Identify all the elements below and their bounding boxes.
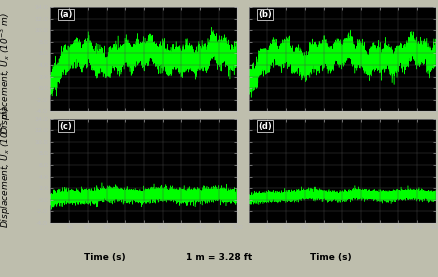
Text: (c): (c) [60,122,72,131]
Text: 1 m = 3.28 ft: 1 m = 3.28 ft [186,253,252,262]
Text: Time (s): Time (s) [84,253,126,262]
Text: (b): (b) [258,10,272,19]
Text: Displacement, $U_x$ (10$^{-3}$ m): Displacement, $U_x$ (10$^{-3}$ m) [0,107,13,229]
Text: (d): (d) [258,122,272,131]
Text: (a): (a) [60,10,73,19]
Text: Displacement, $U_x$ (10$^{-3}$ m): Displacement, $U_x$ (10$^{-3}$ m) [0,12,13,134]
Text: Time (s): Time (s) [310,253,352,262]
